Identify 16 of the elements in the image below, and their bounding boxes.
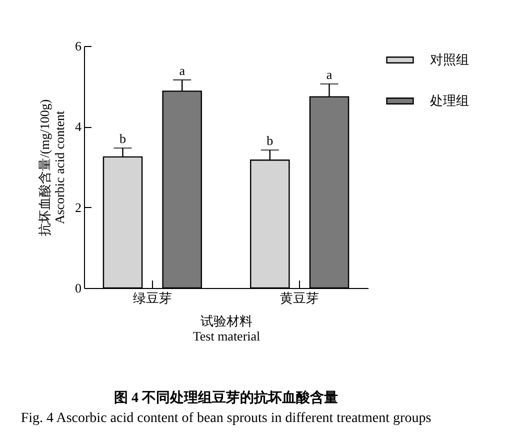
y-tick-label: 4: [75, 119, 82, 134]
x-tick-label: 黄豆芽: [280, 290, 320, 306]
x-tick-label: 绿豆芽: [132, 290, 172, 306]
data-label: b: [266, 133, 274, 148]
legend-label: 处理组: [430, 93, 469, 108]
legend-label: 对照组: [430, 52, 469, 67]
data-label: a: [179, 62, 186, 78]
y-tick-label: 6: [75, 38, 82, 54]
data-label: a: [326, 66, 332, 82]
data-label: b: [120, 131, 126, 146]
y-axis-title: 抗坏血酸含量/(mg/100g) Ascorbic acid content: [37, 99, 67, 236]
text: Fig. 4 Ascorbic acid content of bean sprouts in different treatment groups: [20, 411, 432, 426]
y-tick-label: 2: [75, 200, 82, 215]
x-axis-title: 试验材料 Test material: [192, 314, 261, 344]
text: 图 4 不同处理组豆芽的抗坏血酸含量: [114, 390, 338, 406]
y-tick-label: 0: [75, 280, 82, 296]
